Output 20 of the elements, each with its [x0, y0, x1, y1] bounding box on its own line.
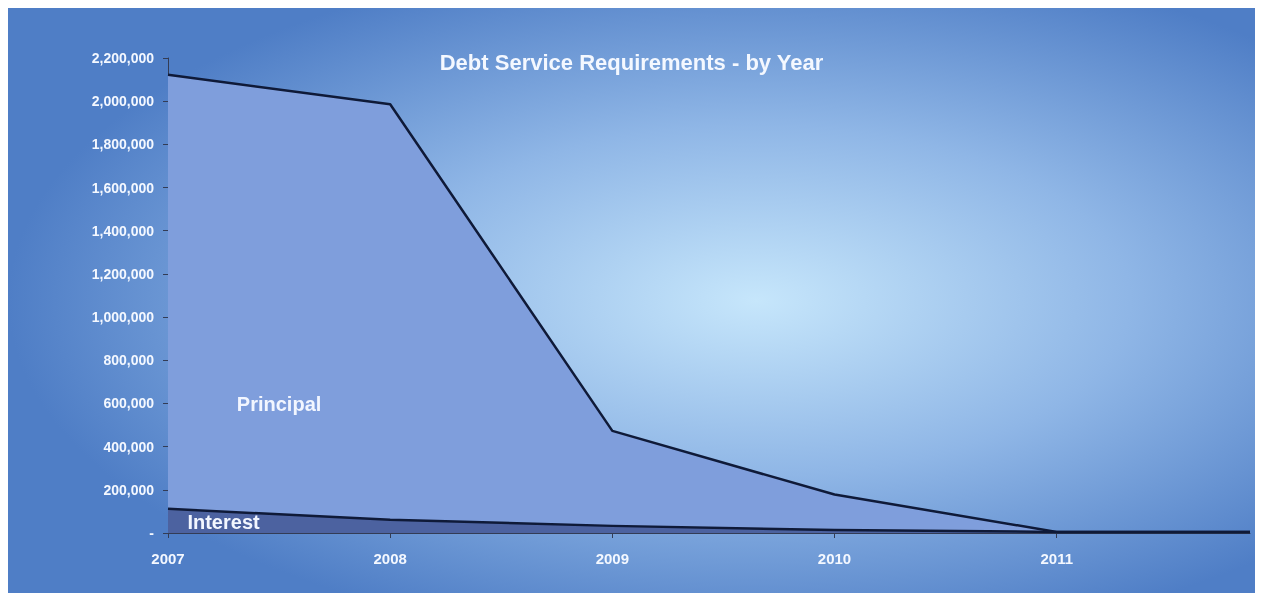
series-label: Principal	[236, 393, 322, 416]
y-tick-label: 1,200,000	[91, 265, 155, 282]
x-tick-label: 2009	[595, 550, 630, 567]
x-tick-label: 2008	[373, 550, 407, 567]
chart-title: Debt Service Requirements - by Year	[439, 49, 824, 75]
series-label: Interest	[187, 511, 261, 534]
y-tick-label: 1,600,000	[91, 179, 155, 196]
y-tick-label: 800,000	[103, 352, 155, 369]
y-tick-label: 1,800,000	[91, 136, 155, 153]
y-tick-label: 1,000,000	[91, 309, 155, 326]
y-tick-label: 400,000	[103, 438, 155, 455]
y-tick-label: 2,200,000	[91, 50, 155, 66]
x-tick-label: 2011	[1040, 550, 1073, 567]
y-tick-label: 600,000	[103, 395, 155, 412]
y-tick-label: -	[149, 525, 155, 541]
y-tick-label: 1,400,000	[91, 222, 155, 239]
y-tick-label: 2,000,000	[91, 93, 155, 110]
x-tick-label: 2007	[151, 550, 185, 567]
y-tick-label: 200,000	[103, 481, 155, 498]
x-tick-label: 2010	[817, 550, 852, 567]
